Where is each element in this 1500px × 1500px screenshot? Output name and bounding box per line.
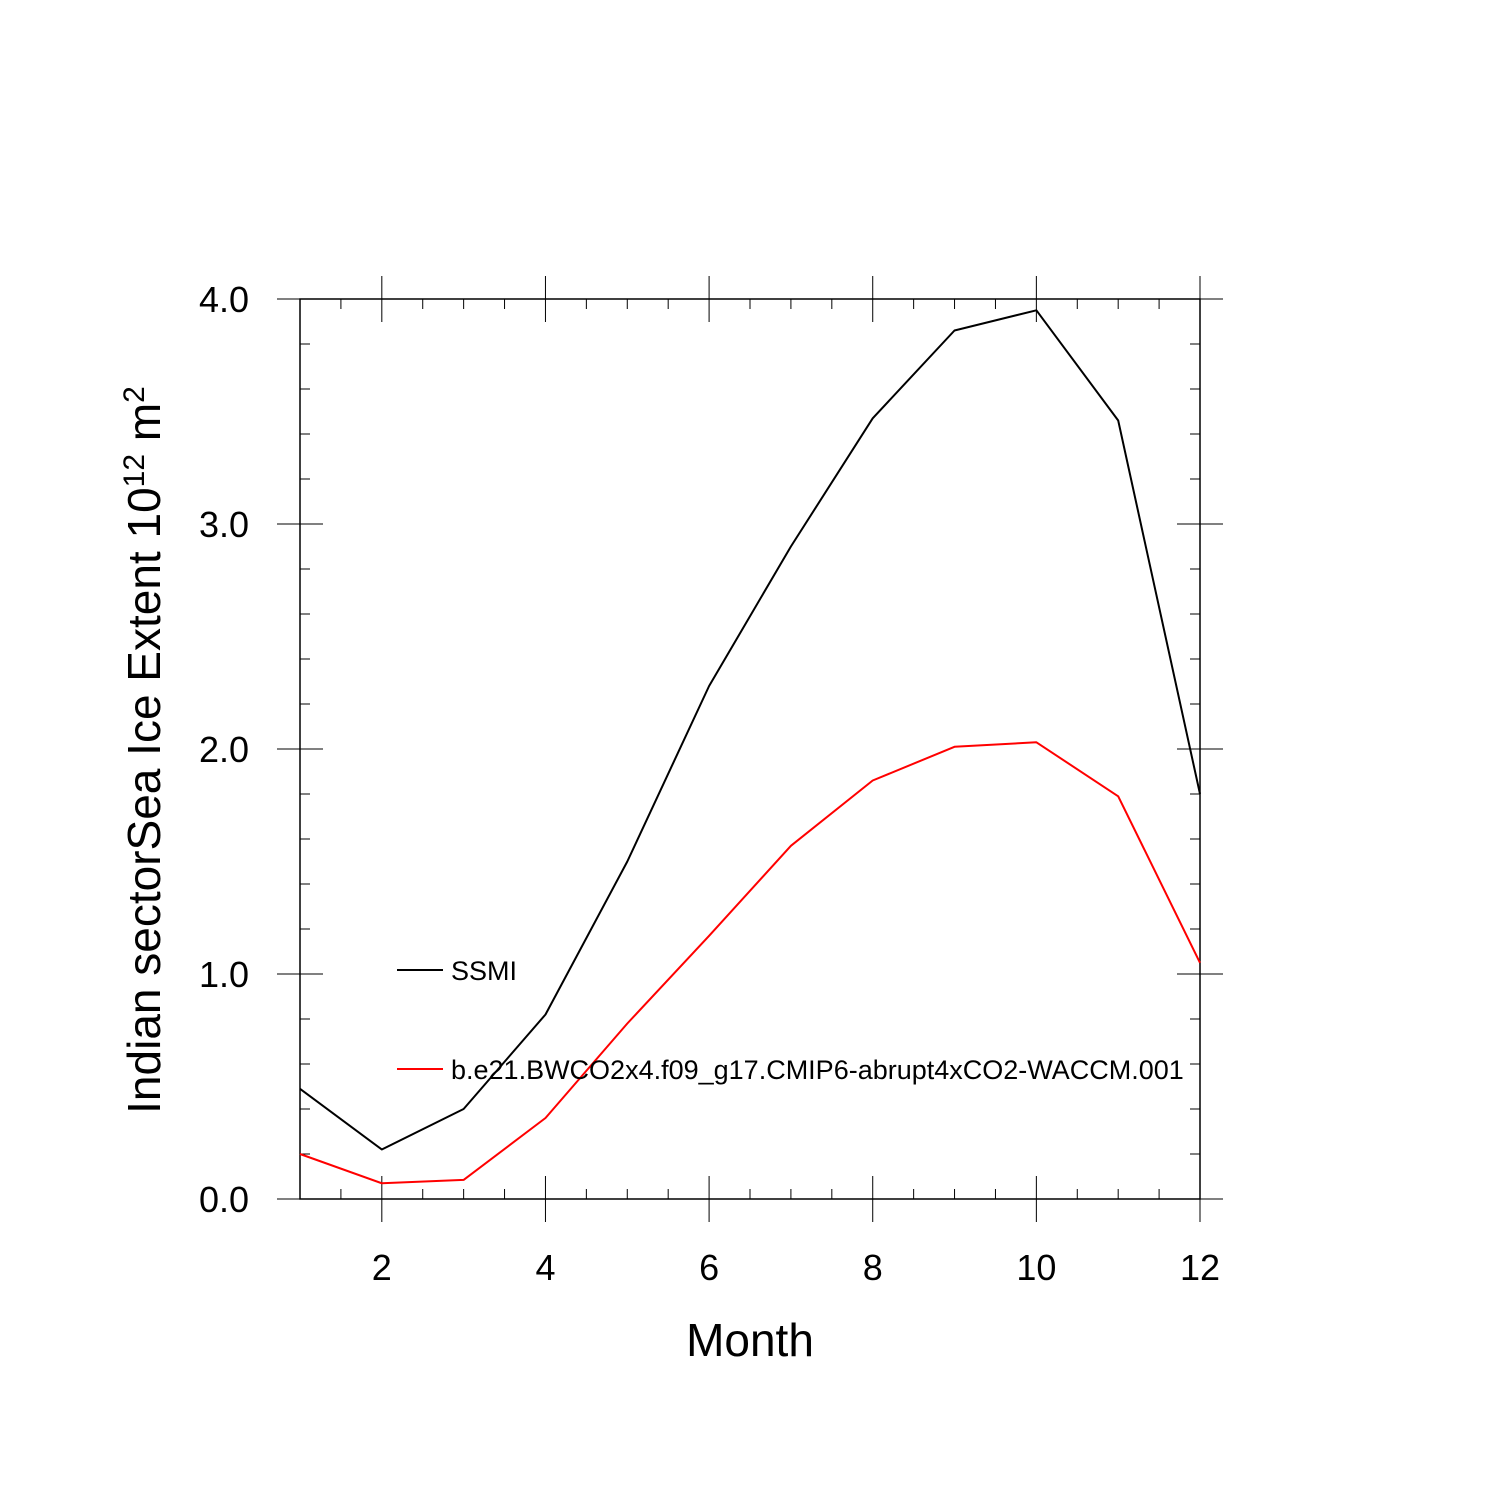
legend: SSMI b.e21.BWCO2x4.f09_g17.CMIP6-abrupt4…: [397, 956, 1184, 1085]
x-axis-title: Month: [686, 1314, 814, 1366]
legend-label-waccm: b.e21.BWCO2x4.f09_g17.CMIP6-abrupt4xCO2-…: [451, 1055, 1184, 1085]
y-axis-title-base: Indian sectorSea Ice Extent 10: [118, 487, 170, 1114]
legend-label-ssmi: SSMI: [451, 956, 517, 986]
y-axis-title-unit-exponent: 2: [118, 386, 151, 403]
x-tick-label: 10: [1016, 1247, 1056, 1288]
tick-labels: 2 4 6 8 10 12 0.0 1.0 2.0 3.0 4.0: [199, 279, 1220, 1288]
y-tick-label: 0.0: [199, 1179, 249, 1220]
x-tick-label: 12: [1180, 1247, 1220, 1288]
y-tick-label: 4.0: [199, 279, 249, 320]
series-lines: [299, 309, 1201, 1185]
y-axis-title: Indian sectorSea Ice Extent 1012 m2: [118, 386, 171, 1114]
y-axis-title-unit: m: [118, 403, 170, 454]
series-line-ssmi: [299, 309, 1201, 1151]
x-tick-label: 2: [372, 1247, 392, 1288]
x-tick-label: 8: [863, 1247, 883, 1288]
y-tick-label: 2.0: [199, 729, 249, 770]
y-tick-label: 1.0: [199, 954, 249, 995]
x-tick-label: 6: [699, 1247, 719, 1288]
x-tick-label: 4: [535, 1247, 555, 1288]
axis-ticks: [277, 276, 1223, 1222]
series-line-waccm: [299, 741, 1201, 1185]
y-tick-label: 3.0: [199, 504, 249, 545]
y-axis-title-exponent: 12: [118, 454, 151, 487]
